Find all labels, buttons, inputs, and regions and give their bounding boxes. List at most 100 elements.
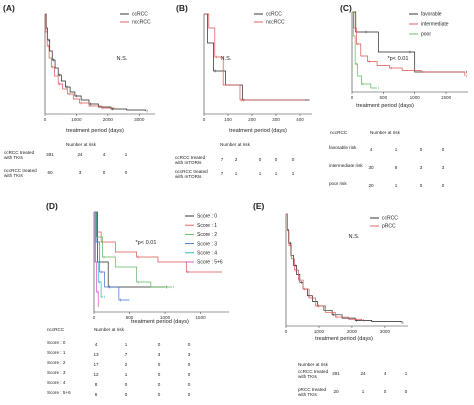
- x-tick-label: 1000: [160, 315, 171, 320]
- panel-b-chart: 0 100 200 300 400 treatment period (days) N.S.…: [203, 12, 312, 134]
- km-curve-score-3: [94, 211, 130, 301]
- x-axis-label: treatment period (days): [315, 336, 373, 342]
- x-tick-label: 1500: [195, 315, 206, 320]
- risk-count: 391: [332, 371, 340, 376]
- risk-count: 3: [78, 170, 82, 175]
- legend-label: favorable: [421, 12, 442, 18]
- risk-row-label: poor risk: [329, 181, 347, 186]
- panel-e-risk-title: Number at risk: [298, 362, 328, 367]
- risk-row-label: nccRCC treated with TKIs: [4, 168, 37, 178]
- risk-count: 0: [102, 170, 106, 175]
- risk-count: 0: [291, 157, 295, 162]
- risk-count: 0: [157, 362, 161, 367]
- risk-count: 60: [47, 170, 53, 175]
- risk-count: 3: [187, 352, 191, 357]
- panel-d-group-label: nccRCC: [47, 327, 65, 332]
- legend-label: intermediate: [421, 22, 449, 28]
- risk-count: 3: [419, 165, 423, 170]
- risk-row-label: Score : 5+6: [47, 390, 71, 395]
- legend-label: Score : 2: [197, 232, 217, 238]
- risk-count: 0: [419, 183, 423, 188]
- panel-c-chart: 0 500 1000 1500 treatment period (days) *p< 0…: [351, 11, 468, 109]
- risk-row-label: ccRCC treated with TKIs: [4, 150, 35, 160]
- panel-d-risk-title: Number at risk: [94, 327, 124, 332]
- km-curve-score-5-6: [94, 211, 99, 307]
- km-curve-ccrcc: [45, 13, 146, 111]
- km-curve-ccrcc: [286, 213, 402, 323]
- risk-count: 1: [124, 342, 128, 347]
- risk-row-label: pRCC treated with TKIs: [298, 387, 327, 397]
- risk-count: 391: [46, 152, 54, 157]
- x-tick-label: 400: [296, 117, 304, 122]
- risk-count: 0: [404, 389, 408, 394]
- risk-count: 0: [157, 372, 161, 377]
- risk-count: 1: [291, 171, 295, 176]
- km-curve-score-2: [94, 211, 173, 288]
- panel-e-chart: 0 1000 2000 3000 treatment period (days) N.S.…: [285, 213, 408, 342]
- risk-count: 0: [157, 382, 161, 387]
- risk-count: 0: [383, 389, 387, 394]
- legend-label: Score : 3: [197, 241, 217, 247]
- x-axis-label: treatment period (days): [131, 319, 189, 325]
- risk-count: 7: [220, 171, 224, 176]
- risk-count: 4: [383, 371, 387, 376]
- legend-label: Score : 4: [197, 251, 217, 257]
- risk-count: 1: [394, 147, 398, 152]
- risk-count: 4: [94, 342, 98, 347]
- risk-row-label: Score : 4: [47, 380, 66, 385]
- legend-label: ccRCC: [132, 12, 148, 18]
- x-tick-label: 3000: [134, 117, 145, 122]
- legend-label: nccRCC: [132, 20, 151, 26]
- risk-count: 4: [369, 147, 373, 152]
- risk-count: 1: [124, 372, 128, 377]
- x-tick-label: 200: [248, 117, 256, 122]
- annotation: N.S.: [349, 234, 360, 240]
- risk-count: 0: [441, 183, 445, 188]
- legend-label: ccRCC: [266, 12, 282, 18]
- risk-row-label: Score : 0: [47, 340, 66, 345]
- risk-count: 13: [93, 352, 99, 357]
- panel-a-risk-title: Number at risk: [66, 142, 96, 147]
- risk-count: 6: [94, 392, 98, 397]
- risk-count: 3: [441, 165, 445, 170]
- risk-count: 0: [258, 157, 262, 162]
- annotation: *p< 0.01: [136, 240, 157, 246]
- panel-a-label: (A): [3, 3, 15, 13]
- legend-label: ccRCC: [382, 216, 398, 222]
- km-curve-favorable: [352, 11, 465, 73]
- x-tick-label: 3000: [380, 329, 391, 334]
- risk-row-label: Score : 2: [47, 360, 66, 365]
- km-curve-ccrcc: [204, 13, 310, 101]
- x-tick-label: 0: [285, 329, 288, 334]
- km-curve-score-1: [94, 211, 222, 273]
- risk-count: 4: [102, 152, 106, 157]
- panel-a: (A) 0 1000 2000 3000 treatment period (days)…: [0, 0, 170, 200]
- panel-b-label: (B): [176, 3, 188, 13]
- legend-label: poor: [421, 32, 431, 38]
- risk-count: 0: [187, 392, 191, 397]
- panel-e-label: (E): [253, 201, 265, 211]
- x-tick-label: 0: [93, 315, 96, 320]
- risk-count: 12: [93, 372, 99, 377]
- risk-row-label: ccRCC treated with mTORIs: [175, 155, 206, 165]
- x-tick-label: 500: [380, 95, 388, 100]
- risk-count: 0: [157, 392, 161, 397]
- annotation: N.S.: [117, 56, 128, 62]
- risk-count: 7: [220, 157, 224, 162]
- x-axis-label: treatment period (days): [229, 128, 287, 134]
- risk-count: 20: [368, 183, 374, 188]
- risk-count: 0: [187, 342, 191, 347]
- risk-count: 0: [274, 157, 278, 162]
- km-curve-poor: [352, 11, 378, 89]
- risk-count: 0: [187, 372, 191, 377]
- risk-count: 0: [124, 392, 128, 397]
- risk-count: 17: [93, 362, 99, 367]
- x-tick-label: 0: [351, 95, 354, 100]
- legend-label: Score : 5+6: [197, 260, 223, 266]
- annotation: N.S.: [221, 56, 232, 62]
- x-axis-label: treatment period (days): [356, 103, 414, 109]
- risk-count: 7: [124, 352, 128, 357]
- panel-c-risk-title: Number at risk: [370, 130, 400, 135]
- x-tick-label: 500: [126, 315, 134, 320]
- panel-c-label: (C): [340, 3, 352, 13]
